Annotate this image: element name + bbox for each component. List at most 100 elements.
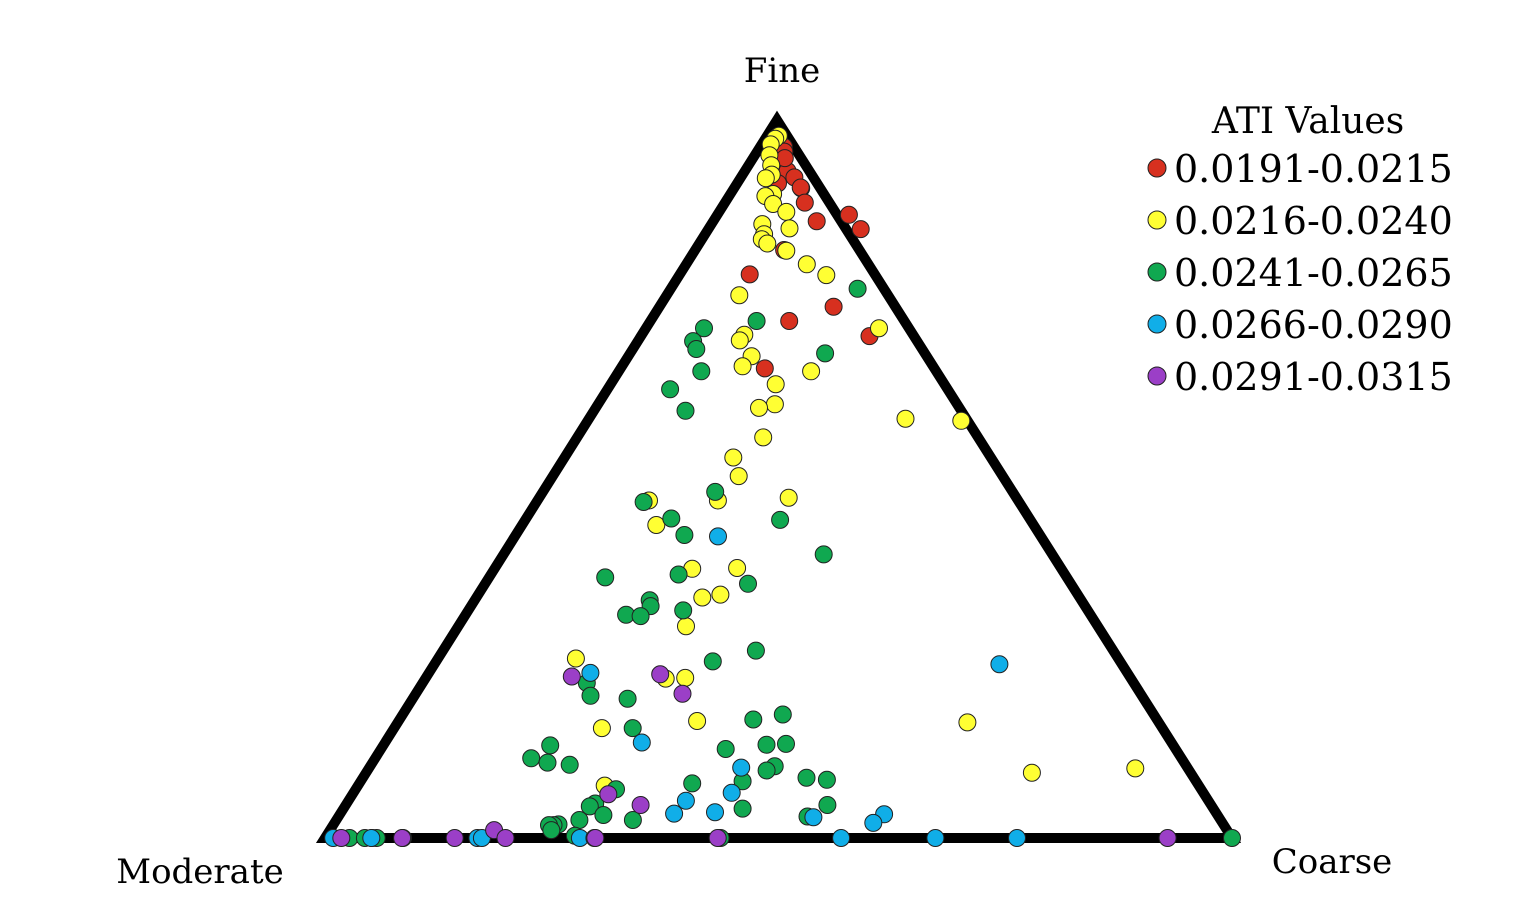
legend-label-4: 0.0291-0.0315 [1174,355,1453,399]
data-point-series-3-0 [709,527,727,546]
data-point-series-4-6 [332,829,351,847]
data-point-series-1-29 [896,409,915,428]
data-point-series-2-40 [797,768,816,787]
data-point-series-4-1 [651,665,670,684]
data-point-series-2-36 [538,753,557,772]
data-point-series-4-11 [708,829,727,847]
data-point-series-2-0 [848,279,867,298]
data-point-series-4-9 [496,829,515,847]
data-point-series-1-12 [780,219,799,238]
data-point-series-0-15 [780,312,799,330]
data-point-series-4-2 [673,684,692,703]
data-point-series-2-4 [687,340,706,358]
legend-marker-4 [1147,366,1167,386]
data-point-series-2-52 [570,811,589,829]
legend-marker-2 [1147,262,1167,282]
data-point-series-3-3 [632,733,651,752]
data-point-series-3-21 [1008,829,1026,847]
data-point-series-0-8 [795,193,814,212]
data-point-series-3-5 [722,783,741,802]
data-point-series-4-8 [445,829,464,847]
legend-entry-4: 0.0291-0.0315 [1147,355,1453,399]
data-point-series-2-32 [757,735,776,754]
data-point-series-2-8 [676,401,695,420]
data-point-series-3-20 [926,829,945,847]
data-point-series-3-8 [665,804,684,823]
data-point-series-3-2 [581,663,600,682]
data-point-series-0-10 [839,205,858,224]
data-point-series-2-20 [674,601,693,620]
data-point-series-1-17 [797,255,816,274]
data-point-series-2-28 [773,705,792,724]
data-point-series-2-63 [1223,829,1241,847]
legend-label-2: 0.0241-0.0265 [1174,251,1453,295]
data-point-series-2-6 [692,362,711,381]
data-point-series-1-25 [733,357,752,376]
data-point-series-2-14 [814,545,833,564]
data-point-series-1-50 [1022,763,1041,782]
data-point-series-2-5 [816,344,835,363]
data-point-series-2-41 [817,770,836,789]
data-point-series-2-31 [777,734,795,753]
data-point-series-1-43 [566,649,585,668]
legend-label-3: 0.0266-0.0290 [1174,303,1453,347]
legend-entry-2: 0.0241-0.0265 [1147,251,1453,295]
data-point-series-4-0 [562,667,581,686]
data-point-series-0-17 [755,359,774,378]
data-points [324,126,1241,847]
data-point-series-1-27 [765,395,784,414]
data-point-series-2-11 [662,509,681,528]
data-point-series-2-1 [747,312,766,330]
data-point-series-2-46 [818,796,837,814]
legend-marker-1 [1147,210,1167,230]
legend-marker-0 [1147,158,1167,178]
legend-title: ATI Values [1211,101,1404,142]
data-point-series-1-16 [777,241,796,260]
data-point-series-1-49 [1126,759,1145,778]
data-point-series-3-7 [706,803,724,822]
data-point-series-1-24 [802,362,821,381]
data-point-series-2-51 [623,811,642,829]
data-point-series-2-37 [560,755,579,774]
data-point-series-2-34 [716,740,735,758]
data-point-series-2-16 [596,568,615,587]
data-point-series-1-42 [677,617,695,636]
data-point-series-1-38 [728,559,747,577]
data-point-series-1-41 [693,588,712,607]
data-point-series-1-15 [758,234,777,253]
data-point-series-2-24 [703,652,722,671]
data-point-series-3-19 [832,829,851,847]
vertex-label-left: Moderate [116,852,283,892]
data-point-series-3-11 [864,813,883,832]
data-point-series-2-12 [771,510,790,529]
data-point-series-2-43 [683,774,702,793]
data-point-series-3-10 [804,808,823,827]
data-point-series-0-6 [791,178,810,197]
data-point-series-2-23 [746,641,765,660]
data-point-series-3-1 [990,655,1009,674]
data-point-series-1-9 [764,195,783,213]
data-point-series-1-18 [817,266,836,285]
data-point-series-1-31 [754,428,773,447]
data-point-series-2-13 [675,526,694,544]
vertex-label-right: Coarse [1272,842,1393,882]
data-point-series-2-27 [618,689,637,708]
data-point-series-2-33 [541,736,560,755]
legend-label-0: 0.0191-0.0215 [1174,147,1453,191]
data-point-series-1-10 [777,202,796,221]
vertex-label-top: Fine [744,51,820,91]
data-point-series-1-6 [756,169,775,188]
data-point-series-3-4 [732,758,751,777]
data-point-series-1-45 [676,668,695,687]
data-point-series-1-26 [766,375,785,394]
data-point-series-1-33 [729,467,748,486]
ternary-triangle [315,110,1242,843]
data-point-series-2-15 [669,565,688,584]
data-point-series-2-17 [739,574,757,593]
data-point-series-3-13 [362,829,381,847]
data-point-series-2-48 [733,799,752,818]
legend-label-1: 0.0216-0.0240 [1174,199,1453,243]
data-point-series-0-9 [807,212,826,231]
data-point-series-4-4 [631,796,650,814]
